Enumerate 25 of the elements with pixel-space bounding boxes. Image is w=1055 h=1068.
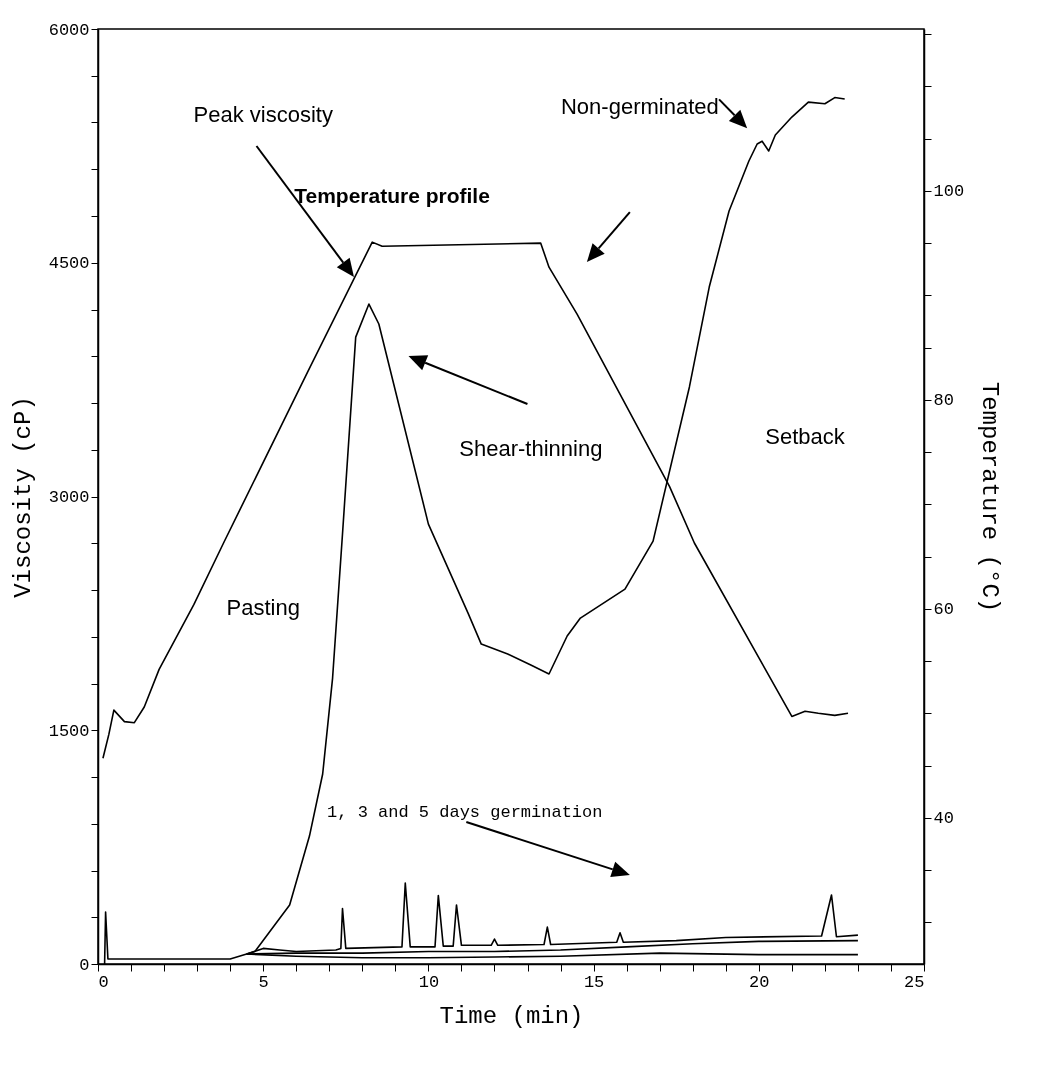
annotation: Non-germinated (560, 94, 719, 120)
x-tick-label: 0 (98, 972, 109, 992)
y2-tick-label: 60 (933, 600, 954, 620)
y2-tick-label: 100 (933, 182, 965, 202)
annotation: Setback (765, 423, 846, 449)
y-tick-label: 1500 (48, 721, 90, 741)
y-tick-label: 6000 (48, 20, 90, 40)
y-tick-label: 0 (79, 955, 90, 975)
x-tick-label: 20 (749, 972, 770, 992)
x-axis-title: Time (min) (439, 1002, 584, 1030)
y-axis-title: Viscosity (cP) (9, 396, 37, 598)
x-tick-label: 15 (583, 972, 605, 992)
annotation: Temperature profile (294, 183, 490, 207)
annotation: 1, 3 and 5 days germination (327, 803, 603, 823)
x-tick-label: 5 (258, 972, 269, 992)
y2-tick-label: 80 (933, 391, 954, 411)
y2-axis-title: Temperature (°C) (976, 381, 1004, 613)
annotation: Pasting (226, 595, 300, 621)
y-tick-label: 3000 (48, 488, 90, 507)
y2-tick-label: 40 (933, 809, 954, 829)
x-tick-label: 10 (418, 972, 440, 992)
x-tick-label: 25 (904, 972, 925, 992)
y-tick-label: 4500 (48, 254, 90, 274)
annotation: Shear-thinning (459, 435, 603, 461)
annotation: Peak viscosity (193, 102, 333, 128)
